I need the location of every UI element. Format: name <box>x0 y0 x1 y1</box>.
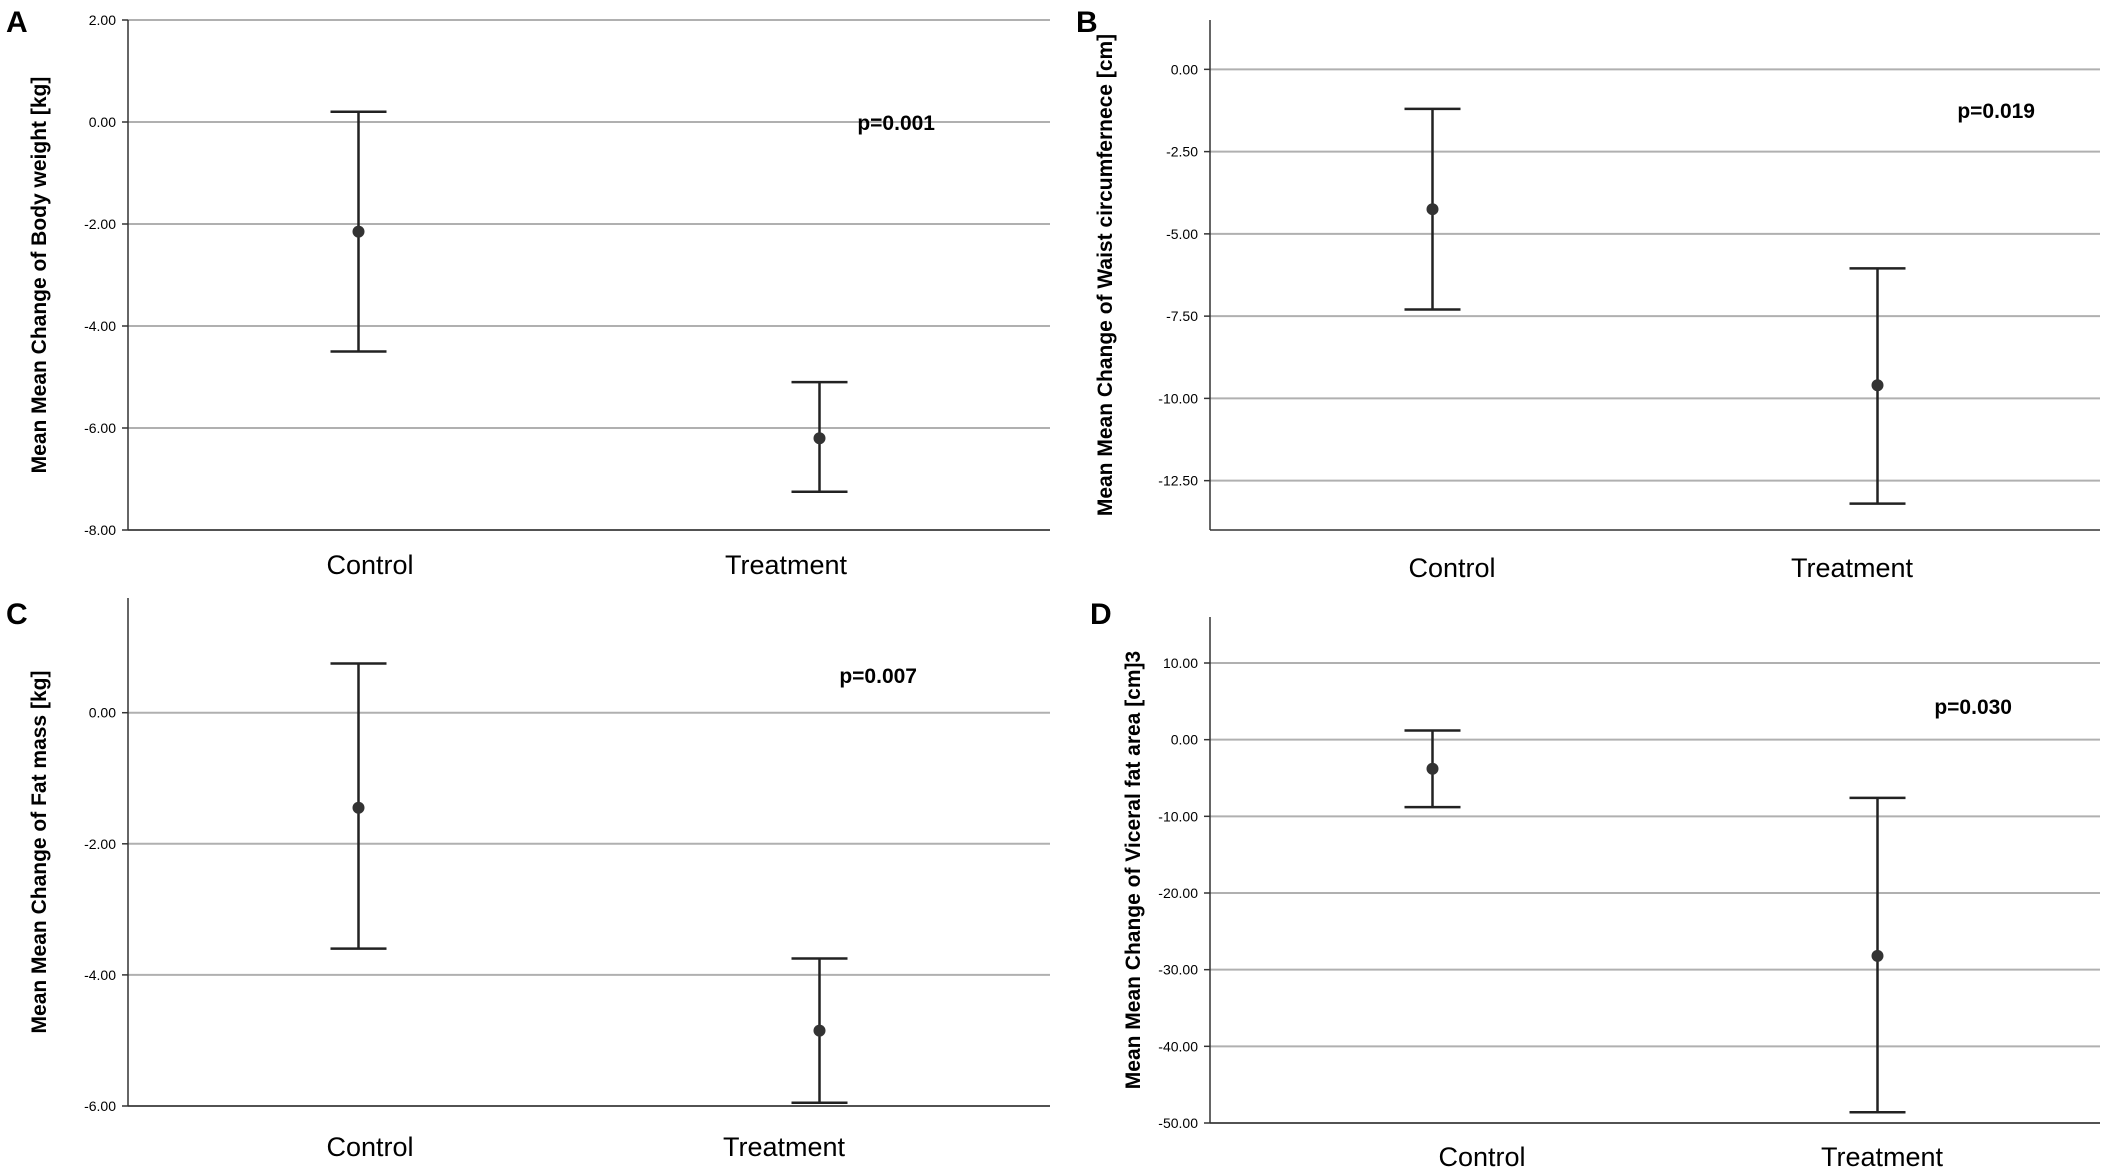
panel-c-p-value: p=0.007 <box>839 665 917 688</box>
panel-a-p-value: p=0.001 <box>857 112 935 135</box>
panel-d-ytick-label: -10.00 <box>1158 808 1198 824</box>
panel-b-ytick-label: -12.50 <box>1158 473 1198 489</box>
panel-a-ytick-label: 0.00 <box>89 114 116 130</box>
panel-d-ytick-label: -40.00 <box>1158 1038 1198 1054</box>
panel-d-ytick-label: 0.00 <box>1171 732 1198 748</box>
panel-c-mean-point-control <box>352 801 365 814</box>
panel-c-mean-point-treatment <box>813 1024 826 1037</box>
panel-d-category-label-control: Control <box>1438 1142 1525 1168</box>
panel-b-ytick-label: -10.00 <box>1158 390 1198 406</box>
panel-d-ytick-label: -30.00 <box>1158 962 1198 978</box>
panel-a-category-label-control: Control <box>326 550 413 580</box>
panel-b-mean-point-treatment <box>1871 379 1884 392</box>
panel-b-y-axis-label: Mean Mean Change of Waist circumfernece … <box>1094 34 1117 516</box>
panel-a-ytick-label: -8.00 <box>84 522 116 538</box>
panel-c-category-label-control: Control <box>326 1132 413 1162</box>
panel-b-p-value: p=0.019 <box>1957 100 2035 123</box>
panel-d-mean-point-treatment <box>1871 949 1884 962</box>
panel-d-ytick-label: -20.00 <box>1158 885 1198 901</box>
panel-d-y-axis-label: Mean Mean Change of Viceral fat area [cm… <box>1122 651 1145 1089</box>
panel-c-letter: C <box>6 598 28 631</box>
panel-b-ytick-label: -7.50 <box>1166 308 1198 324</box>
panel-b-letter: B <box>1076 6 1098 39</box>
panel-a-y-axis-label: Mean Mean Change of Body weight [kg] <box>28 77 51 474</box>
panel-b-category-label-treatment: Treatment <box>1791 553 1914 583</box>
panel-b-ytick-label: -5.00 <box>1166 226 1198 242</box>
panel-b-ytick-label: -2.50 <box>1166 144 1198 160</box>
panel-c-ytick-label: -6.00 <box>84 1098 116 1114</box>
panel-d-category-label-treatment: Treatment <box>1821 1142 1944 1168</box>
panel-d-ytick-label: -50.00 <box>1158 1115 1198 1131</box>
panel-c-ytick-label: 0.00 <box>89 705 116 721</box>
panel-c-ytick-label: -2.00 <box>84 836 116 852</box>
panel-a-letter: A <box>6 6 28 39</box>
panel-a-mean-point-control <box>352 225 365 238</box>
panel-d-p-value: p=0.030 <box>1934 696 2012 719</box>
panel-a-category-label-treatment: Treatment <box>725 550 848 580</box>
panel-b-mean-point-control <box>1426 203 1439 216</box>
panel-a-ytick-label: -2.00 <box>84 216 116 232</box>
panel-d-letter: D <box>1090 598 1112 631</box>
panel-a-mean-point-treatment <box>813 432 826 445</box>
panel-b-category-label-control: Control <box>1408 553 1495 583</box>
panel-c-ytick-label: -4.00 <box>84 967 116 983</box>
panel-a-ytick-label: -4.00 <box>84 318 116 334</box>
panel-a-ytick-label: -6.00 <box>84 420 116 436</box>
panel-d-mean-point-control <box>1426 762 1439 775</box>
panel-b-ytick-label: 0.00 <box>1171 61 1198 77</box>
panel-d-ytick-label: 10.00 <box>1163 655 1198 671</box>
panel-a-ytick-label: 2.00 <box>89 12 116 28</box>
panel-c-category-label-treatment: Treatment <box>723 1132 846 1162</box>
panel-c-y-axis-label: Mean Mean Change of Fat mass [kg] <box>28 671 51 1034</box>
